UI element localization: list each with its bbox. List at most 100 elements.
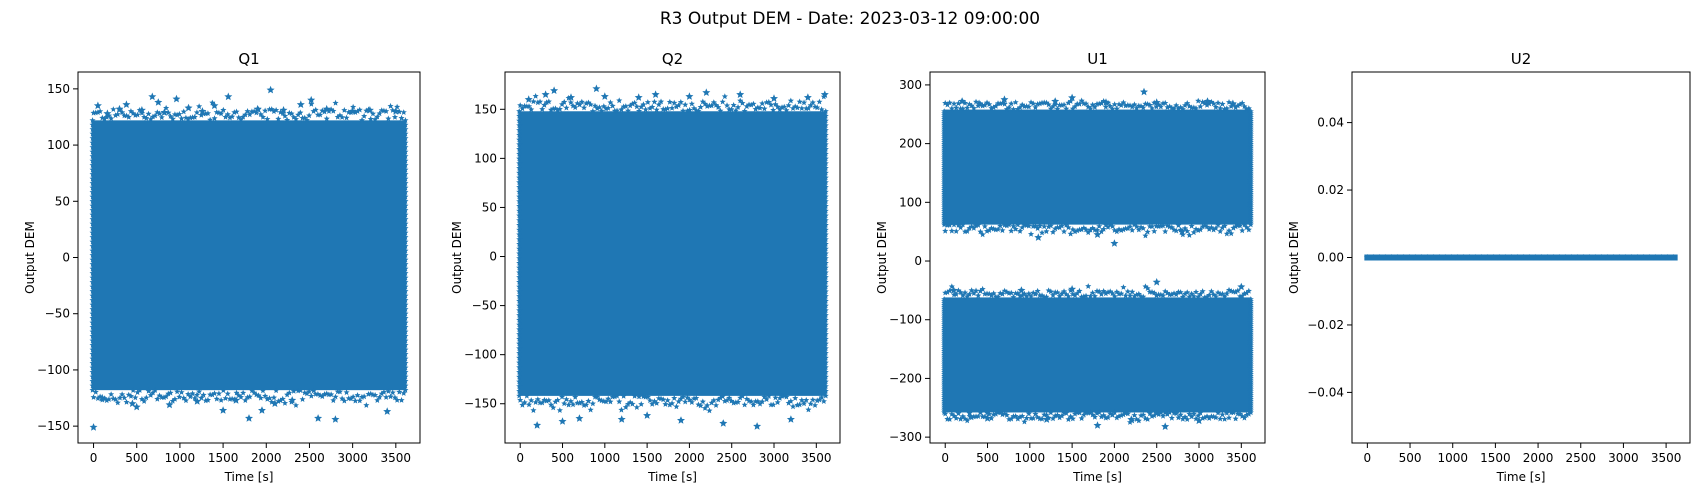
point-cloud-edge xyxy=(941,97,1254,239)
x-tick-label: 1500 xyxy=(632,451,663,465)
x-axis-label: Time [s] xyxy=(224,470,274,484)
outlier-point xyxy=(736,90,745,98)
outlier-point xyxy=(148,92,157,101)
outlier-point xyxy=(533,421,542,429)
outlier-point xyxy=(160,108,169,116)
outlier-point xyxy=(770,94,778,102)
outlier-point xyxy=(651,90,660,98)
outlier-point xyxy=(128,399,137,407)
outlier-point xyxy=(137,106,146,114)
outlier-point xyxy=(558,417,567,425)
y-tick-label: −50 xyxy=(45,307,70,321)
y-tick-label: −100 xyxy=(464,348,497,362)
y-tick-label: 150 xyxy=(474,102,497,116)
x-tick-label: 3500 xyxy=(1651,451,1682,465)
subplot-q2: 0 500 1000 1500 2000 2500 3000 3500 −150 −100 −50 0… xyxy=(450,50,841,484)
y-tick-label: 200 xyxy=(899,137,922,151)
point-cloud-edge xyxy=(89,99,409,408)
x-tick-label: 2500 xyxy=(1565,451,1596,465)
x-tick-label: 500 xyxy=(1399,451,1422,465)
outlier-point xyxy=(115,104,124,113)
outlier-point xyxy=(567,93,575,101)
outlier-point xyxy=(245,414,253,422)
outlier-point xyxy=(154,98,163,106)
outlier-point xyxy=(753,422,762,430)
x-axis-label: Time [s] xyxy=(1496,470,1546,484)
x-tick-label: 500 xyxy=(125,451,148,465)
outlier-point xyxy=(803,93,812,101)
x-tick-label: 3000 xyxy=(1608,451,1639,465)
outlier-point xyxy=(98,393,107,402)
y-tick-label: 50 xyxy=(482,200,497,214)
axes-frame xyxy=(929,71,1266,444)
outlier-point xyxy=(1093,421,1102,429)
outlier-point xyxy=(1102,98,1110,106)
y-tick-label: 0 xyxy=(489,250,497,264)
outlier-point xyxy=(165,400,174,409)
subplot-title: Q2 xyxy=(662,50,683,68)
outlier-point xyxy=(1093,230,1102,238)
outlier-point xyxy=(172,94,181,103)
outlier-point xyxy=(1152,98,1161,106)
zero-series xyxy=(1364,254,1678,261)
outlier-point xyxy=(391,107,400,115)
outlier-point xyxy=(1140,87,1148,96)
y-tick-label: 50 xyxy=(55,194,70,208)
outlier-point xyxy=(89,423,98,431)
y-tick-label: −200 xyxy=(889,371,922,385)
x-axis-label: Time [s] xyxy=(1072,470,1122,484)
x-tick-label: 3000 xyxy=(1184,451,1215,465)
x-tick-label: 0 xyxy=(90,451,98,465)
x-tick-label: 2000 xyxy=(251,451,282,465)
y-axis-label: Output DEM xyxy=(450,221,464,294)
outlier-point xyxy=(266,85,275,94)
outlier-point xyxy=(617,415,626,423)
x-tick-label: 3500 xyxy=(801,451,832,465)
outlier-point xyxy=(198,107,207,115)
outlier-point xyxy=(1228,99,1237,108)
outlier-point xyxy=(296,100,305,108)
subplot-title: U1 xyxy=(1087,50,1108,68)
y-tick-label: 0.04 xyxy=(1317,116,1344,130)
x-tick-label: 1000 xyxy=(1437,451,1468,465)
y-tick-label: 100 xyxy=(474,151,497,165)
point-cloud-core xyxy=(518,111,827,396)
x-tick-label: 3000 xyxy=(759,451,790,465)
series-markers xyxy=(941,87,1254,430)
outlier-point xyxy=(93,101,102,110)
subplot-title: Q1 xyxy=(238,50,259,68)
outlier-point xyxy=(224,92,233,101)
y-tick-label: −0.02 xyxy=(1307,318,1344,332)
point-cloud-edge xyxy=(941,283,1254,425)
outlier-point xyxy=(550,86,559,94)
outlier-point xyxy=(210,101,219,110)
outlier-point xyxy=(1152,278,1161,286)
figure-title: R3 Output DEM - Date: 2023-03-12 09:00:0… xyxy=(660,9,1040,29)
outlier-point xyxy=(786,415,795,423)
outlier-point xyxy=(600,92,609,100)
outlier-point xyxy=(122,100,131,108)
outlier-point xyxy=(541,90,550,98)
subplot-q1: 0 500 1000 1500 2000 2500 3000 3500 −150 −100 −50 0… xyxy=(23,50,421,484)
outlier-point xyxy=(279,106,288,114)
x-tick-label: 2500 xyxy=(1141,451,1172,465)
series-markers xyxy=(89,85,409,431)
y-tick-label: 0.00 xyxy=(1317,251,1344,265)
outlier-point xyxy=(348,107,357,115)
outlier-point xyxy=(634,93,643,101)
x-tick-label: 1000 xyxy=(590,451,621,465)
y-tick-label: −150 xyxy=(464,397,497,411)
x-tick-label: 2000 xyxy=(1099,451,1130,465)
x-tick-label: 2500 xyxy=(294,451,325,465)
y-tick-label: −100 xyxy=(889,313,922,327)
subplot-u1: 0 500 1000 1500 2000 2500 3000 3500−300−200−100… xyxy=(875,50,1266,484)
outlier-point xyxy=(365,106,374,114)
y-tick-label: −300 xyxy=(889,430,922,444)
y-tick-label: 300 xyxy=(899,78,922,92)
y-tick-label: 0 xyxy=(914,254,922,268)
outlier-point xyxy=(958,97,967,105)
outlier-point xyxy=(983,414,992,422)
series-markers xyxy=(1363,253,1678,261)
outlier-point xyxy=(1068,285,1077,293)
